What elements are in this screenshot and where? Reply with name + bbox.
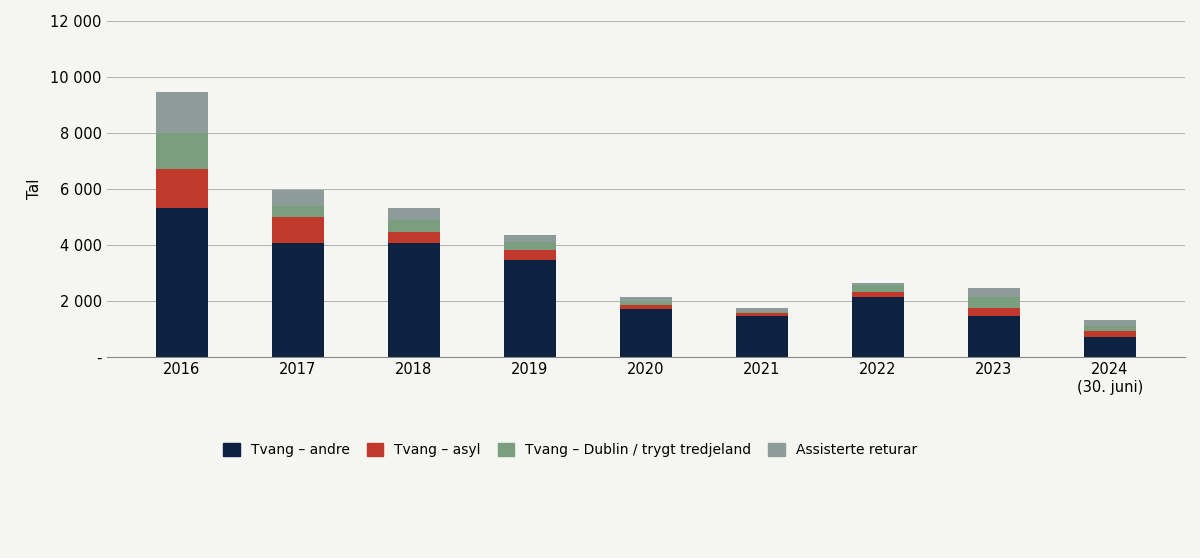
Legend: Tvang – andre, Tvang – asyl, Tvang – Dublin / trygt tredjeland, Assisterte retur: Tvang – andre, Tvang – asyl, Tvang – Dub… — [223, 443, 917, 457]
Bar — [619, 302, 672, 305]
Bar — [156, 169, 208, 208]
Bar — [736, 312, 788, 313]
Bar — [619, 305, 672, 309]
Bar — [619, 296, 672, 302]
Bar — [388, 232, 440, 243]
Bar — [504, 235, 556, 242]
Bar — [736, 316, 788, 357]
Bar — [736, 313, 788, 316]
Bar — [852, 292, 904, 296]
Bar — [967, 288, 1020, 296]
Bar — [504, 260, 556, 357]
Bar — [156, 133, 208, 169]
Bar — [272, 217, 324, 243]
Bar — [272, 190, 324, 205]
Bar — [1084, 337, 1135, 357]
Bar — [1084, 326, 1135, 331]
Y-axis label: Tal: Tal — [26, 179, 42, 199]
Bar — [272, 243, 324, 357]
Bar — [272, 205, 324, 217]
Bar — [388, 220, 440, 232]
Bar — [504, 242, 556, 251]
Bar — [156, 92, 208, 133]
Bar — [852, 282, 904, 285]
Bar — [967, 296, 1020, 307]
Bar — [619, 309, 672, 357]
Bar — [967, 316, 1020, 357]
Bar — [1084, 331, 1135, 337]
Bar — [1084, 320, 1135, 326]
Bar — [504, 251, 556, 260]
Bar — [736, 307, 788, 312]
Bar — [388, 243, 440, 357]
Bar — [852, 285, 904, 292]
Bar — [852, 296, 904, 357]
Bar — [388, 208, 440, 220]
Bar — [156, 208, 208, 357]
Bar — [967, 307, 1020, 316]
